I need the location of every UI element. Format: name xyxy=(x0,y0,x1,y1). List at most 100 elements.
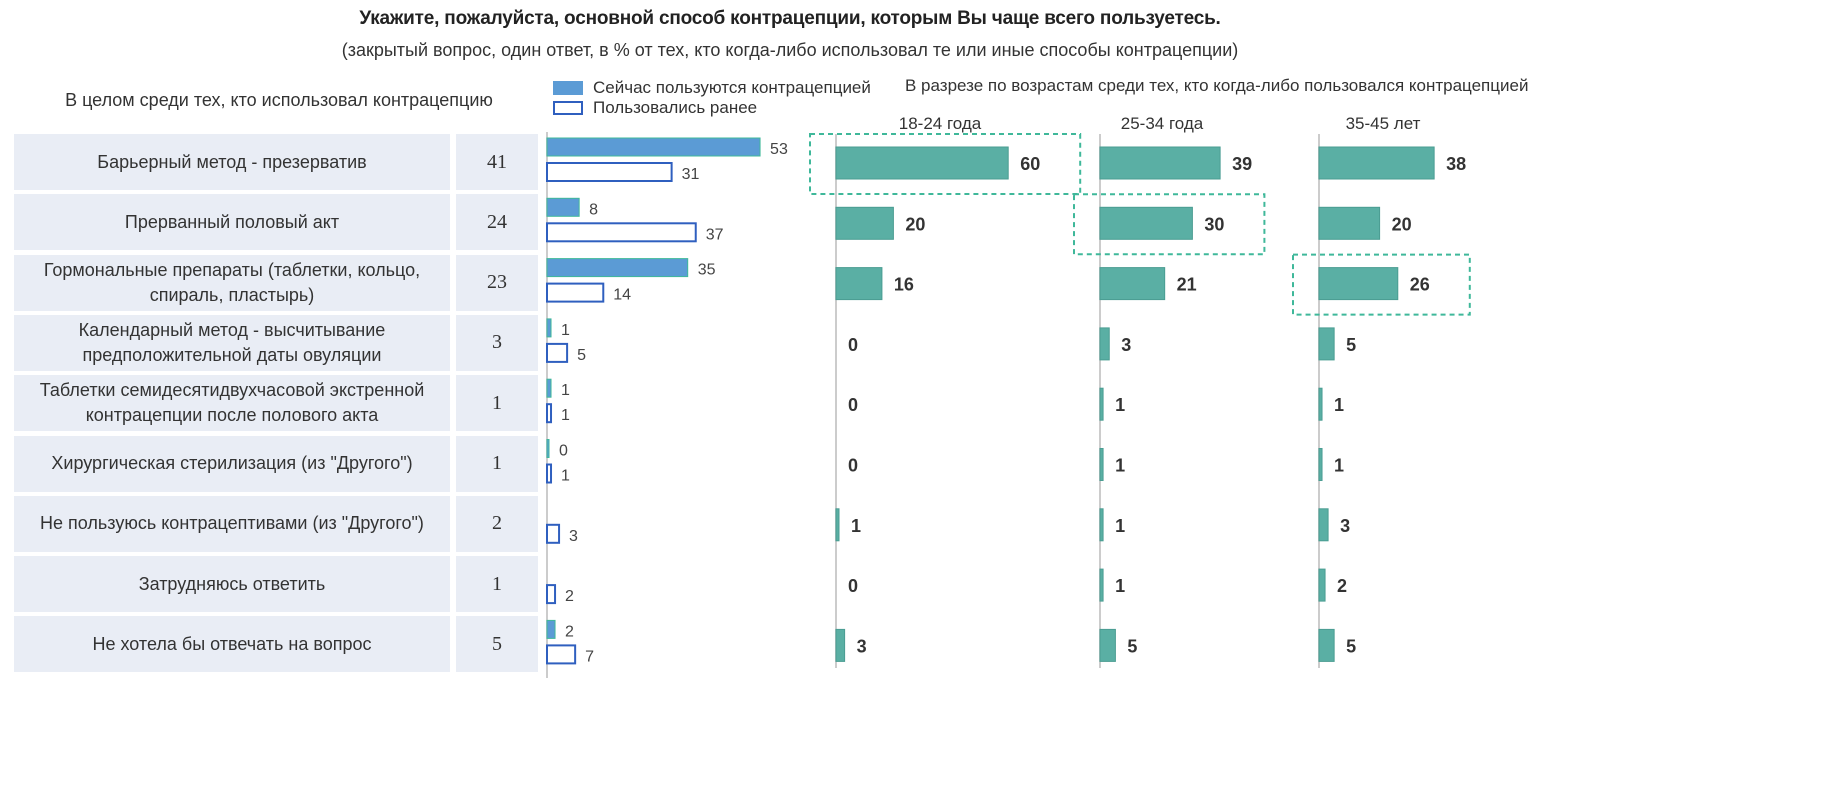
age-data-label: 1 xyxy=(1115,576,1125,596)
age-bar xyxy=(1318,387,1323,421)
age-data-label: 1 xyxy=(1115,395,1125,415)
data-label-past: 14 xyxy=(613,287,631,304)
age-bar xyxy=(1099,206,1193,240)
highlight-box xyxy=(1073,193,1266,256)
age-bar xyxy=(1318,448,1323,481)
bar-past xyxy=(546,403,553,424)
age-group-label: 35-45 лет xyxy=(1346,114,1421,133)
age-data-label: 1 xyxy=(1334,456,1344,476)
data-label-past: 7 xyxy=(585,648,594,665)
category-label: Затрудняюсь ответить xyxy=(14,556,450,613)
age-heading: В разрезе по возрастам среди тех, кто ко… xyxy=(905,76,1529,95)
age-bar xyxy=(1099,628,1116,662)
age-bar xyxy=(1099,327,1110,361)
table-row: Затрудняюсь ответить 1 xyxy=(14,556,538,613)
age-data-label: 5 xyxy=(1346,636,1356,656)
data-label-past: 5 xyxy=(577,347,586,364)
overall-value: 5 xyxy=(456,616,538,673)
age-data-label: 3 xyxy=(1340,516,1350,536)
age-data-label: 20 xyxy=(905,214,925,234)
overall-value: 3 xyxy=(456,314,538,371)
age-data-label: 1 xyxy=(1334,395,1344,415)
age-data-label: 20 xyxy=(1392,214,1412,234)
bar-current xyxy=(546,378,552,398)
overall-value: 1 xyxy=(456,435,538,492)
data-label-past: 37 xyxy=(706,226,724,243)
highlight-box xyxy=(1292,253,1471,316)
age-data-label: 60 xyxy=(1020,154,1040,174)
data-label-current: 8 xyxy=(589,201,598,218)
overall-value: 1 xyxy=(456,375,538,432)
age-bar xyxy=(1099,508,1104,542)
age-bar xyxy=(835,628,846,662)
table-row: Гормональные препараты (таблетки, кольцо… xyxy=(14,254,538,311)
bar-current xyxy=(546,197,580,217)
bar-past xyxy=(546,222,697,243)
overall-value: 1 xyxy=(456,556,538,613)
age-data-label: 0 xyxy=(848,456,858,476)
bar-past xyxy=(546,342,569,363)
bar-current xyxy=(546,258,689,278)
bar-current xyxy=(546,137,761,157)
data-label-past: 31 xyxy=(682,166,700,183)
age-data-label: 3 xyxy=(857,636,867,656)
bar-past xyxy=(546,523,561,544)
age-data-label: 1 xyxy=(1115,516,1125,536)
bar-past xyxy=(546,162,673,182)
bar-past xyxy=(546,463,553,484)
table-row: Не хотела бы отвечать на вопрос 5 xyxy=(14,616,538,673)
age-data-label: 0 xyxy=(848,395,858,415)
age-data-label: 0 xyxy=(848,335,858,355)
age-data-label: 21 xyxy=(1177,275,1197,295)
age-data-label: 1 xyxy=(851,516,861,536)
category-label: Барьерный метод - презерватив xyxy=(14,134,450,190)
category-label: Гормональные препараты (таблетки, кольцо… xyxy=(14,254,450,311)
legend-item-past: Пользовались ранее xyxy=(553,98,871,118)
overall-value: 24 xyxy=(456,194,538,251)
chart-title: Укажите, пожалуйста, основной способ кон… xyxy=(359,8,1221,29)
data-label-current: 2 xyxy=(565,623,574,640)
age-data-label: 5 xyxy=(1346,335,1356,355)
age-bar xyxy=(1318,146,1435,180)
age-data-label: 2 xyxy=(1337,576,1347,596)
data-label-current: 1 xyxy=(561,382,570,399)
table-row: Прерванный половый акт 24 xyxy=(14,194,538,251)
age-data-label: 5 xyxy=(1127,636,1137,656)
age-data-label: 39 xyxy=(1232,154,1252,174)
data-label-past: 1 xyxy=(561,407,570,424)
data-label-current: 35 xyxy=(698,262,716,279)
category-label: Календарный метод - высчитывание предпол… xyxy=(14,314,450,371)
data-label-current: 0 xyxy=(559,443,568,460)
table-row: Барьерный метод - презерватив 41 xyxy=(14,134,538,190)
overall-value: 2 xyxy=(456,495,538,552)
age-bar xyxy=(1099,387,1104,421)
category-label: Не пользуюсь контрацептивами (из "Другог… xyxy=(14,495,450,552)
age-bar xyxy=(1099,448,1104,481)
legend-swatch-current xyxy=(553,81,583,95)
age-bar xyxy=(835,146,1009,180)
data-label-current: 1 xyxy=(561,322,570,339)
data-label-past: 3 xyxy=(569,528,578,545)
data-label-current: 53 xyxy=(770,141,788,158)
table-row: Календарный метод - высчитывание предпол… xyxy=(14,314,538,371)
bar-past xyxy=(546,644,577,665)
age-group-label: 18-24 года xyxy=(899,114,982,133)
age-group-label: 25-34 года xyxy=(1121,114,1204,133)
category-label: Таблетки семидесятидвухчасовой экстренно… xyxy=(14,375,450,432)
category-label: Не хотела бы отвечать на вопрос xyxy=(14,616,450,673)
age-bar xyxy=(1318,628,1335,662)
age-bar xyxy=(1318,327,1335,361)
age-bar xyxy=(835,267,883,301)
legend-label: Сейчас пользуются контрацепцией xyxy=(593,78,871,97)
age-bar xyxy=(1099,146,1221,180)
overall-value: 23 xyxy=(456,254,538,311)
overall-value: 41 xyxy=(456,134,538,190)
table-row: Не пользуюсь контрацептивами (из "Другог… xyxy=(14,495,538,552)
bar-current xyxy=(546,619,556,639)
age-bar xyxy=(835,508,840,542)
age-bar xyxy=(1318,267,1399,301)
category-label: Хирургическая стерилизация (из "Другого"… xyxy=(14,435,450,492)
age-bar xyxy=(1318,568,1326,602)
bar-past xyxy=(546,282,605,303)
